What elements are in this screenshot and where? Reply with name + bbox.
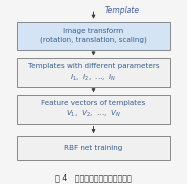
Text: Feature vectors of templates
$\mathit{V}_1$,  $\mathit{V}_2$,  ...,  $\mathit{V}: Feature vectors of templates $\mathit{V}… (41, 100, 146, 119)
Text: 图 4   定位算法中模式训练流程图: 图 4 定位算法中模式训练流程图 (55, 173, 132, 182)
Bar (17, 95, 170, 124)
Bar (17, 22, 170, 50)
Text: RBF net training: RBF net training (64, 145, 123, 151)
Bar (17, 136, 170, 160)
Text: Template: Template (105, 6, 140, 15)
Text: Image transform
(rotation, translation, scaling): Image transform (rotation, translation, … (40, 28, 147, 43)
Text: Templates with different parameters
$\mathit{I}_1$,  $\mathit{I}_2$,  ...,  $\ma: Templates with different parameters $\ma… (28, 63, 159, 83)
Bar (17, 59, 170, 87)
